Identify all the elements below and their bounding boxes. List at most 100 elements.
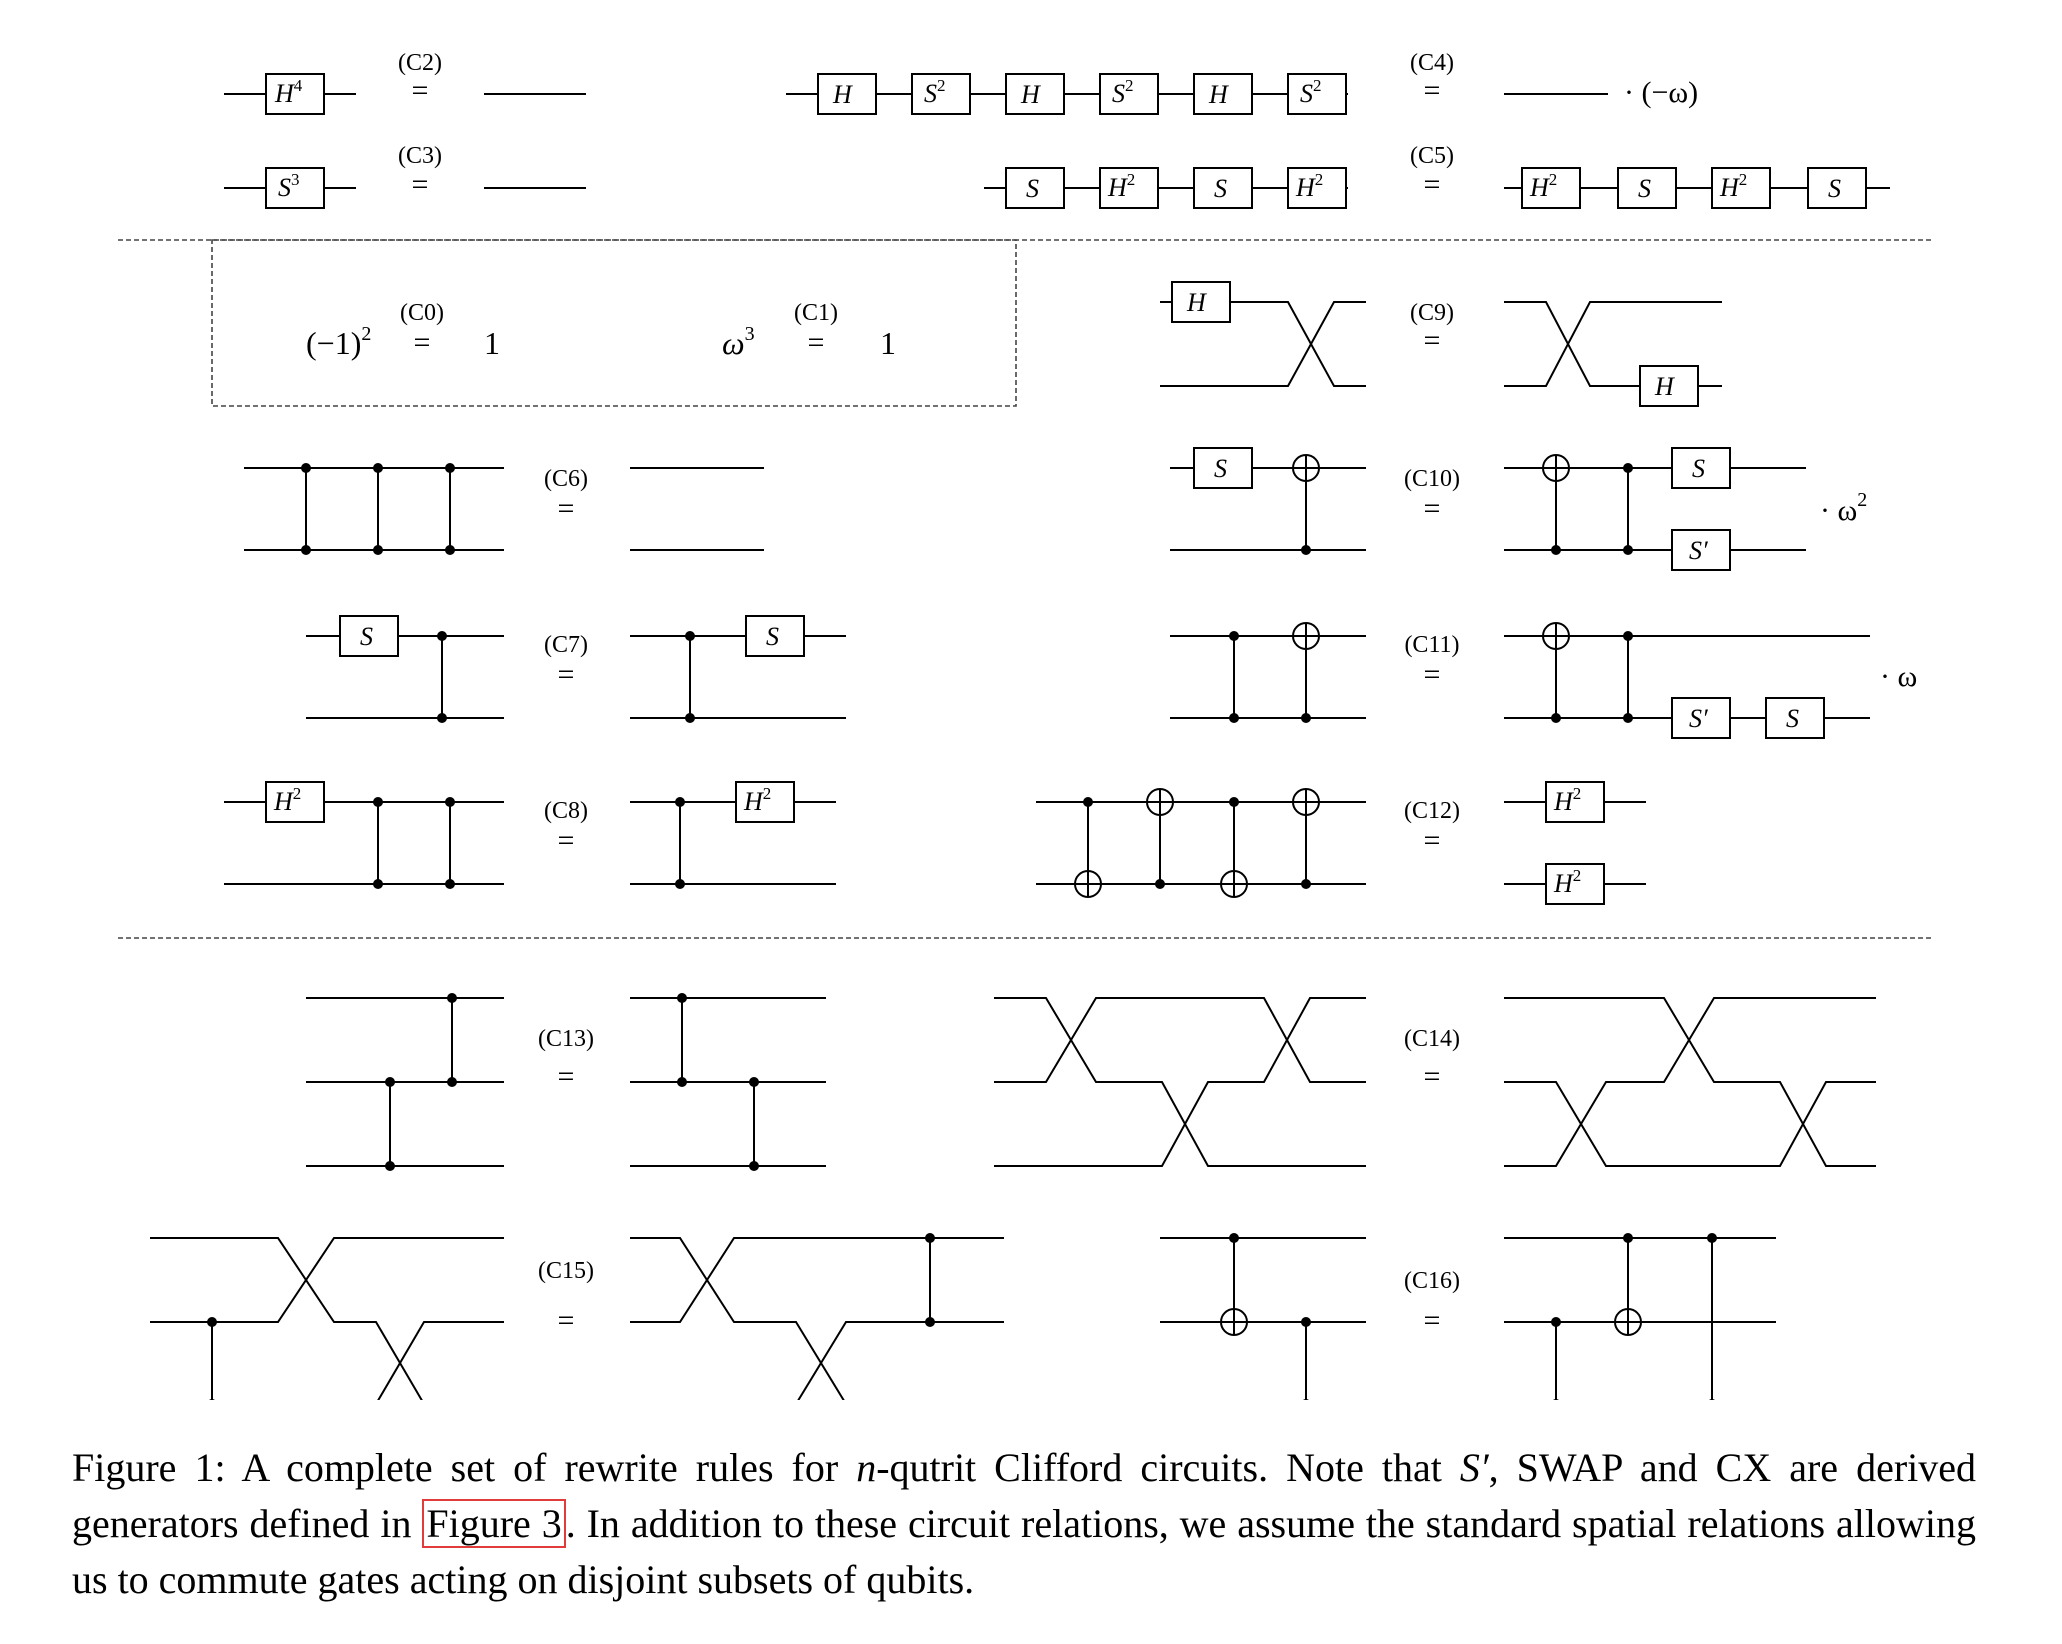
rewrite-rules-diagram: H4 (C2) = S3 (C3) = H S2 H S2 H S2 (C4) — [118, 50, 1932, 1400]
equals-sign: = — [412, 74, 429, 107]
equals-sign: = — [558, 824, 575, 857]
figure-caption: Figure 1: A complete set of rewrite rule… — [72, 1440, 1976, 1608]
relation-label: (C15) — [538, 1258, 594, 1284]
relation-label: (C2) — [398, 50, 442, 76]
relation-c7: S (C7) = S — [306, 615, 846, 723]
equals-sign: = — [558, 492, 575, 525]
svg-text:S′: S′ — [1689, 704, 1708, 733]
relation-c4: H S2 H S2 H S2 (C4) = · (−ω) — [786, 50, 1698, 115]
equals-sign: = — [1424, 324, 1441, 357]
svg-text:H2: H2 — [743, 784, 771, 816]
relation-c2: H4 (C2) = — [224, 50, 586, 115]
svg-text:H: H — [1654, 372, 1675, 401]
relation-c16: (C16) = — [1160, 1233, 1776, 1400]
svg-text:S: S — [1026, 174, 1039, 203]
svg-text:S: S — [1828, 174, 1841, 203]
gate-label: S — [278, 173, 291, 202]
relation-c1: ω3 (C1) = 1 — [722, 300, 896, 361]
relation-label: (C7) — [544, 632, 588, 658]
relation-label: (C4) — [1410, 50, 1454, 76]
equals-sign: = — [1424, 824, 1441, 857]
svg-text:· ω: · ω — [1880, 660, 1917, 693]
relation-c11: (C11) = S′ S · ω — [1170, 622, 1917, 739]
equals-sign: = — [558, 1060, 575, 1093]
relation-c8: H2 (C8) = H2 — [224, 781, 836, 889]
relation-label: (C5) — [1410, 143, 1454, 169]
svg-text:(−1)2: (−1)2 — [306, 323, 371, 361]
equals-sign: = — [1424, 1304, 1441, 1337]
relation-c14: (C14) = — [994, 997, 1876, 1167]
relation-c6: (C6) = — [244, 463, 764, 555]
relation-c10: S (C10) = S S′ · ω2 — [1170, 447, 1867, 571]
svg-text:S2: S2 — [1112, 76, 1134, 108]
relation-label: (C14) — [1404, 1026, 1460, 1052]
relation-label: (C0) — [400, 300, 444, 326]
svg-text:S: S — [1214, 454, 1227, 483]
svg-text:S: S — [1638, 174, 1651, 203]
svg-text:S: S — [360, 622, 373, 651]
relation-label: (C11) — [1404, 632, 1459, 658]
svg-text:S: S — [766, 622, 779, 651]
caption-part2: -qutrit Clifford circuits. Note that — [876, 1445, 1460, 1490]
caption-n: n — [856, 1445, 877, 1490]
svg-text:H: H — [1020, 80, 1041, 109]
relation-label: (C16) — [1404, 1268, 1460, 1294]
svg-text:H4: H4 — [274, 76, 303, 108]
svg-text:H2: H2 — [273, 784, 301, 816]
relation-c12: (C12) = H2 H2 — [1036, 781, 1646, 905]
relation-label: (C10) — [1404, 466, 1460, 492]
svg-text:H2: H2 — [1719, 170, 1747, 202]
caption-part3: , SWAP and CX are derived generators def… — [72, 1445, 1977, 1546]
svg-text:H: H — [832, 80, 853, 109]
relation-c3: S3 (C3) = — [224, 143, 586, 209]
caption-prefix: Figure 1: A complete set of rewrite rule… — [72, 1445, 857, 1490]
caption-part4: . In addition to these circuit relations… — [72, 1501, 1976, 1602]
relation-c5: S H2 S H2 (C5) = H2 S H2 S — [984, 143, 1890, 209]
svg-text:S: S — [1214, 174, 1227, 203]
svg-text:· ω2: · ω2 — [1820, 489, 1867, 527]
gate-exponent: 3 — [291, 170, 300, 189]
equals-sign: = — [412, 168, 429, 201]
svg-text:S′: S′ — [1689, 536, 1708, 565]
svg-text:1: 1 — [880, 325, 896, 361]
caption-s-prime: S′ — [1459, 1445, 1489, 1490]
svg-text:S3: S3 — [278, 170, 300, 202]
svg-text:H2: H2 — [1553, 866, 1581, 898]
relation-label: (C3) — [398, 143, 442, 169]
relation-c15: (C15) = — [150, 1233, 1004, 1400]
scalar-factor: · (−ω) — [1624, 76, 1698, 109]
equals-sign: = — [808, 326, 825, 359]
relation-label: (C6) — [544, 466, 588, 492]
svg-text:ω3: ω3 — [722, 323, 755, 361]
relation-label: (C8) — [544, 798, 588, 824]
svg-text:H2: H2 — [1295, 170, 1323, 202]
svg-text:S: S — [1692, 454, 1705, 483]
svg-text:H2: H2 — [1107, 170, 1135, 202]
figure-3-link[interactable]: Figure 3 — [422, 1499, 566, 1548]
scalar-box — [211, 239, 1017, 407]
svg-text:H: H — [1186, 288, 1207, 317]
equals-sign: = — [1424, 74, 1441, 107]
svg-text:S: S — [1786, 704, 1799, 733]
gate-exponent: 4 — [294, 76, 303, 95]
c4-gates: H S2 H S2 H S2 — [817, 73, 1347, 115]
relation-c9: H (C9) = H — [1160, 281, 1722, 407]
equals-sign: = — [558, 658, 575, 691]
equals-sign: = — [1424, 658, 1441, 691]
relation-label: (C12) — [1404, 798, 1460, 824]
equals-sign: = — [1424, 1060, 1441, 1093]
svg-text:1: 1 — [484, 325, 500, 361]
equals-sign: = — [414, 326, 431, 359]
svg-text:S2: S2 — [1300, 76, 1322, 108]
svg-text:S2: S2 — [924, 76, 946, 108]
relation-label: (C9) — [1410, 300, 1454, 326]
equals-sign: = — [558, 1304, 575, 1337]
relation-c0: (−1)2 (C0) = 1 — [306, 300, 500, 361]
svg-text:H: H — [1208, 80, 1229, 109]
relation-label: (C13) — [538, 1026, 594, 1052]
equals-sign: = — [1424, 492, 1441, 525]
equals-sign: = — [1424, 168, 1441, 201]
gate-label: H — [274, 79, 295, 108]
relation-label: (C1) — [794, 300, 838, 326]
relation-c13: (C13) = — [306, 993, 826, 1171]
